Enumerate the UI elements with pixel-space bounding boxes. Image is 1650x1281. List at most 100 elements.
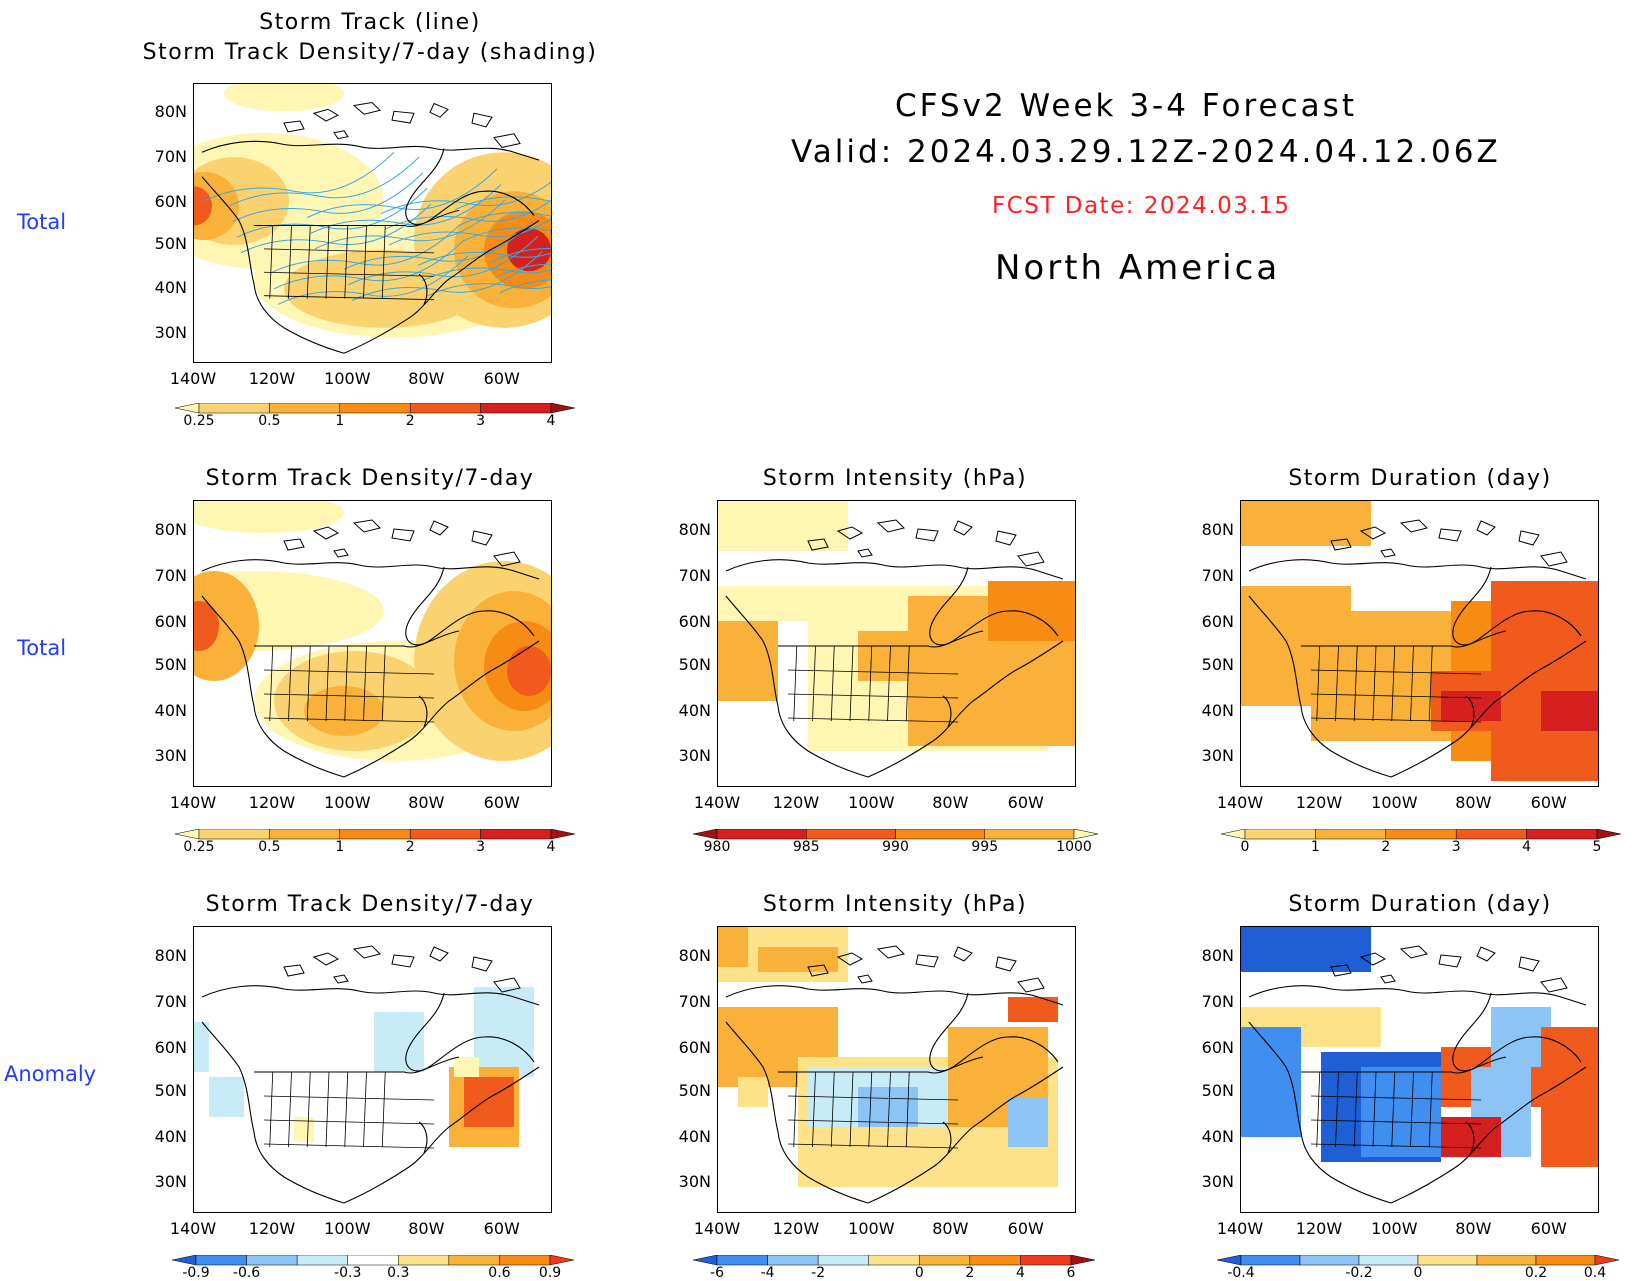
map5-lat-label: 40N	[154, 1126, 187, 1146]
row-label-total-1: Total	[17, 210, 67, 234]
map7-lon-label: 100W	[1371, 1219, 1418, 1238]
density-colorbar-swatch	[409, 829, 481, 840]
panel3-title: Storm Intensity (hPa)	[762, 466, 1028, 491]
density-colorbar-label: 1	[335, 413, 345, 429]
map4-lon-label: 100W	[1371, 793, 1418, 812]
panel7-title: Storm Duration (day)	[1288, 892, 1552, 917]
map5-lon-label: 140W	[169, 1219, 217, 1238]
colorbar-density-total-top	[175, 403, 575, 414]
map-panel-storm-track-total	[193, 83, 552, 363]
duration-colorbar-swatch	[1385, 829, 1457, 840]
intensity_anom-colorbar-swatch	[919, 1255, 971, 1266]
map2-lon-label: 60W	[483, 793, 520, 812]
duration-colorbar-swatch	[1221, 829, 1246, 840]
density-colorbar-label: 1	[335, 839, 345, 855]
row-label-total-2: Total	[17, 636, 67, 660]
intensity-colorbar-label: 990	[882, 839, 909, 855]
map6-lon-label: 100W	[848, 1219, 895, 1238]
map1-lat-label: 80N	[154, 102, 187, 121]
panel1-title-line1: Storm Track (line)	[259, 10, 481, 35]
duration-colorbar-label: 1	[1310, 839, 1320, 855]
intensity_anom-colorbar-label: -4	[760, 1265, 775, 1281]
map4-lat-label: 80N	[1201, 519, 1234, 539]
map5-lat-label: 60N	[154, 1037, 187, 1057]
map2-lon-label: 100W	[324, 793, 371, 812]
map6-lat-label: 30N	[678, 1172, 711, 1192]
duration_anom-colorbar-swatch	[1417, 1255, 1478, 1266]
density_anom-colorbar-label: 0.6	[488, 1265, 511, 1281]
intensity-colorbar-label: 985	[792, 839, 820, 855]
density_anom-colorbar-swatch	[398, 1255, 450, 1266]
map2-lat-label: 50N	[154, 654, 187, 674]
map2-lat-label: 80N	[154, 519, 187, 539]
row-label-anomaly: Anomaly	[4, 1062, 97, 1086]
colorbar-duration-anomaly	[1217, 1255, 1619, 1266]
map7-lat-label: 70N	[1201, 991, 1234, 1011]
density_anom-colorbar-swatch	[448, 1255, 500, 1266]
density-colorbar-label: 3	[476, 413, 486, 429]
density-colorbar-swatch	[550, 829, 575, 840]
map6-lat-label: 70N	[678, 991, 711, 1011]
colorbar-density-total	[175, 829, 575, 840]
density-colorbar-label: 0.25	[183, 839, 215, 855]
duration_anom-colorbar-label: -0.2	[1345, 1265, 1373, 1281]
density_anom-colorbar-swatch	[499, 1255, 551, 1266]
map3-lat-label: 40N	[678, 700, 711, 720]
map6-lat-label: 50N	[678, 1080, 711, 1100]
intensity_anom-colorbar-swatch	[767, 1255, 819, 1266]
map-panel-intensity-anomaly	[717, 926, 1076, 1213]
density_anom-colorbar-swatch	[296, 1255, 348, 1266]
header-valid-range: Valid: 2024.03.29.12Z-2024.04.12.06Z	[791, 134, 1501, 170]
density_anom-colorbar-swatch	[347, 1255, 399, 1266]
density_anom-colorbar-swatch	[246, 1255, 298, 1266]
map7-lat-label: 30N	[1201, 1172, 1234, 1192]
duration-colorbar-label: 2	[1381, 839, 1391, 855]
intensity-colorbar-swatch	[806, 829, 896, 840]
map4-lon-label: 140W	[1216, 793, 1264, 812]
map-panel-duration-anomaly	[1240, 926, 1599, 1213]
map6-lon-label: 140W	[693, 1219, 741, 1238]
density-colorbar-label: 0.5	[258, 413, 281, 429]
header-model-title: CFSv2 Week 3-4 Forecast	[895, 88, 1357, 124]
duration_anom-colorbar-label: 0	[1413, 1265, 1423, 1281]
intensity_anom-colorbar-swatch	[969, 1255, 1021, 1266]
map2-lon-label: 140W	[169, 793, 217, 812]
map3-lon-label: 80W	[932, 793, 969, 812]
intensity_anom-colorbar-swatch	[1020, 1255, 1072, 1266]
map4-lat-label: 40N	[1201, 700, 1234, 720]
panel5-title: Storm Track Density/7-day	[205, 892, 535, 917]
map2-lon-label: 120W	[248, 793, 296, 812]
map-panel-intensity-total	[717, 500, 1076, 787]
colorbar-intensity-total	[693, 829, 1098, 840]
duration_anom-colorbar-label: -0.4	[1227, 1265, 1255, 1281]
duration_anom-colorbar-swatch	[1358, 1255, 1419, 1266]
map-panel-density-total	[193, 500, 552, 787]
map6-lat-label: 60N	[678, 1037, 711, 1057]
map5-lon-label: 80W	[408, 1219, 445, 1238]
map6-lon-label: 80W	[932, 1219, 969, 1238]
header-forecast-date: FCST Date: 2024.03.15	[992, 193, 1291, 219]
duration_anom-colorbar-label: 0.4	[1583, 1265, 1607, 1281]
intensity-colorbar-swatch	[1073, 829, 1098, 840]
map2-lat-label: 60N	[154, 611, 187, 631]
map4-lat-label: 50N	[1201, 654, 1234, 674]
density-colorbar-swatch	[198, 403, 270, 414]
intensity_anom-colorbar-label: 4	[1015, 1265, 1025, 1281]
intensity-colorbar-swatch	[716, 829, 807, 840]
map4-lat-label: 70N	[1201, 565, 1234, 585]
density-colorbar-label: 0.5	[258, 839, 281, 855]
duration_anom-colorbar-swatch	[1476, 1255, 1537, 1266]
map7-lon-label: 120W	[1295, 1219, 1343, 1238]
density_anom-colorbar-label: -0.3	[334, 1265, 362, 1281]
map3-lon-label: 120W	[772, 793, 820, 812]
density-colorbar-swatch	[480, 403, 552, 414]
map3-lon-label: 100W	[848, 793, 895, 812]
density-colorbar-swatch	[269, 829, 341, 840]
map1-lat-label: 60N	[154, 191, 187, 211]
map3-lat-label: 30N	[678, 746, 711, 766]
panel2-title: Storm Track Density/7-day	[205, 466, 535, 491]
duration-colorbar-label: 3	[1451, 839, 1461, 855]
density_anom-colorbar-swatch	[172, 1255, 197, 1266]
map5-lon-label: 120W	[248, 1219, 296, 1238]
intensity-colorbar-swatch	[895, 829, 985, 840]
